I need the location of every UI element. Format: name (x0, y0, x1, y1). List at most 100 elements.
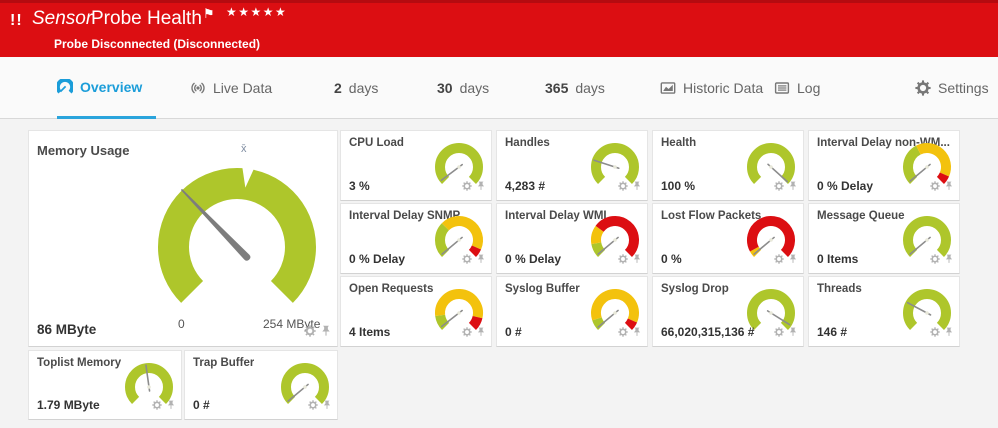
panel-toplist-memory[interactable]: Toplist Memory 1.79 MByte (28, 350, 182, 420)
panel-actions (930, 324, 954, 342)
sensor-status-text: Probe Disconnected (Disconnected) (54, 37, 261, 51)
handles-gauge (591, 143, 639, 184)
threads-gauge (903, 289, 951, 330)
gear-icon[interactable] (618, 251, 628, 269)
tab-settings[interactable]: Settings (915, 57, 989, 119)
tab-number: 30 (437, 80, 453, 96)
channel-value: 0 % Delay (349, 252, 406, 266)
panel-health[interactable]: Health 100 % (652, 130, 804, 201)
panel-actions (152, 397, 176, 415)
panel-actions (930, 251, 954, 269)
panel-actions (774, 324, 798, 342)
panel-syslog-buffer[interactable]: Syslog Buffer 0 # (496, 276, 648, 347)
channel-value: 146 # (817, 325, 848, 339)
health-gauge (747, 143, 795, 184)
tab-30-days[interactable]: 30 days (437, 57, 489, 119)
panel-syslog-drop[interactable]: Syslog Drop 66,020,315,136 # (652, 276, 804, 347)
tab-overview[interactable]: Overview (57, 57, 157, 119)
flag-icon[interactable]: ⚑ (203, 6, 215, 21)
broadcast-icon (190, 80, 206, 96)
panel-title: Health (661, 137, 697, 149)
open-requests-gauge (435, 289, 483, 330)
page-title: Probe Health (91, 8, 202, 29)
priority-stars[interactable]: ★★★★★ (226, 5, 288, 19)
panel-title: Syslog Drop (661, 283, 729, 295)
pin-icon[interactable] (944, 251, 954, 269)
panel-lost-flow-packets[interactable]: Lost Flow Packets 0 % (652, 203, 804, 274)
gear-icon[interactable] (462, 324, 472, 342)
panel-title: Lost Flow Packets (661, 210, 762, 222)
tab-label: days (348, 80, 379, 96)
channel-value: 3 % (349, 179, 370, 193)
pin-icon[interactable] (476, 251, 486, 269)
panel-interval-delay-non-wmi[interactable]: Interval Delay non-WM... 0 % Delay (808, 130, 960, 201)
gear-icon[interactable] (774, 324, 784, 342)
pin-icon[interactable] (632, 251, 642, 269)
log-icon (774, 80, 790, 96)
syslog-buffer-gauge (591, 289, 639, 330)
gear-icon[interactable] (618, 178, 628, 196)
channel-value: 0 % (661, 252, 682, 266)
sensor-error-icon: !! (10, 12, 23, 29)
gear-icon[interactable] (462, 178, 472, 196)
pin-icon[interactable] (322, 397, 332, 415)
tab-label: Overview (80, 78, 143, 95)
panel-memory-usage[interactable]: Memory Usage x̄ 0 254 MByte 86 MByte (28, 130, 338, 347)
tab-365-days[interactable]: 365 days (545, 57, 605, 119)
gear-icon[interactable] (930, 324, 940, 342)
interval-delay-non-wmi-gauge (903, 143, 951, 184)
gauge-average-marker-label: x̄ (241, 143, 247, 155)
pin-icon[interactable] (632, 324, 642, 342)
tab-2-days[interactable]: 2 days (334, 57, 378, 119)
tab-historic-data[interactable]: Historic Data (660, 57, 763, 119)
gear-icon[interactable] (930, 178, 940, 196)
pin-icon[interactable] (944, 178, 954, 196)
panel-actions (308, 397, 332, 415)
sensor-header: !! Sensor Probe Health ⚑ ★★★★★ Probe Dis… (0, 0, 998, 57)
pin-icon[interactable] (166, 397, 176, 415)
sensor-kind-label: Sensor (32, 8, 93, 29)
tab-number: 2 (334, 80, 342, 96)
gear-icon[interactable] (304, 324, 316, 342)
panel-cpu-load[interactable]: CPU Load 3 % (340, 130, 492, 201)
panel-interval-delay-wmi[interactable]: Interval Delay WMI 0 % Delay (496, 203, 648, 274)
panel-interval-delay-snmp[interactable]: Interval Delay SNMP 0 % Delay (340, 203, 492, 274)
gear-icon[interactable] (152, 397, 162, 415)
lost-flow-packets-gauge (747, 216, 795, 257)
message-queue-gauge (903, 216, 951, 257)
tab-number: 365 (545, 80, 569, 96)
gear-icon (915, 80, 931, 96)
panel-trap-buffer[interactable]: Trap Buffer 0 # (184, 350, 338, 420)
tab-label: Historic Data (683, 80, 764, 96)
panel-actions (618, 178, 642, 196)
tab-log[interactable]: Log (774, 57, 820, 119)
panel-open-requests[interactable]: Open Requests 4 Items (340, 276, 492, 347)
panel-actions (462, 324, 486, 342)
interval-delay-wmi-gauge (591, 216, 639, 257)
pin-icon[interactable] (476, 324, 486, 342)
pin-icon[interactable] (788, 324, 798, 342)
gear-icon[interactable] (462, 251, 472, 269)
gear-icon[interactable] (618, 324, 628, 342)
gear-icon[interactable] (308, 397, 318, 415)
memory-usage-gauge (158, 164, 316, 303)
panel-message-queue[interactable]: Message Queue 0 Items (808, 203, 960, 274)
pin-icon[interactable] (476, 178, 486, 196)
panel-handles[interactable]: Handles 4,283 # (496, 130, 648, 201)
panel-title: Memory Usage (37, 143, 130, 158)
syslog-drop-gauge (747, 289, 795, 330)
gear-icon[interactable] (774, 251, 784, 269)
channel-value: 1.79 MByte (37, 398, 100, 412)
pin-icon[interactable] (788, 178, 798, 196)
panel-threads[interactable]: Threads 146 # (808, 276, 960, 347)
tab-live-data[interactable]: Live Data (190, 57, 272, 119)
pin-icon[interactable] (632, 178, 642, 196)
pin-icon[interactable] (788, 251, 798, 269)
channel-value: 4,283 # (505, 179, 546, 193)
gear-icon[interactable] (930, 251, 940, 269)
panel-title: Message Queue (817, 210, 905, 222)
tab-label: days (459, 80, 490, 96)
pin-icon[interactable] (944, 324, 954, 342)
pin-icon[interactable] (320, 324, 332, 342)
gear-icon[interactable] (774, 178, 784, 196)
